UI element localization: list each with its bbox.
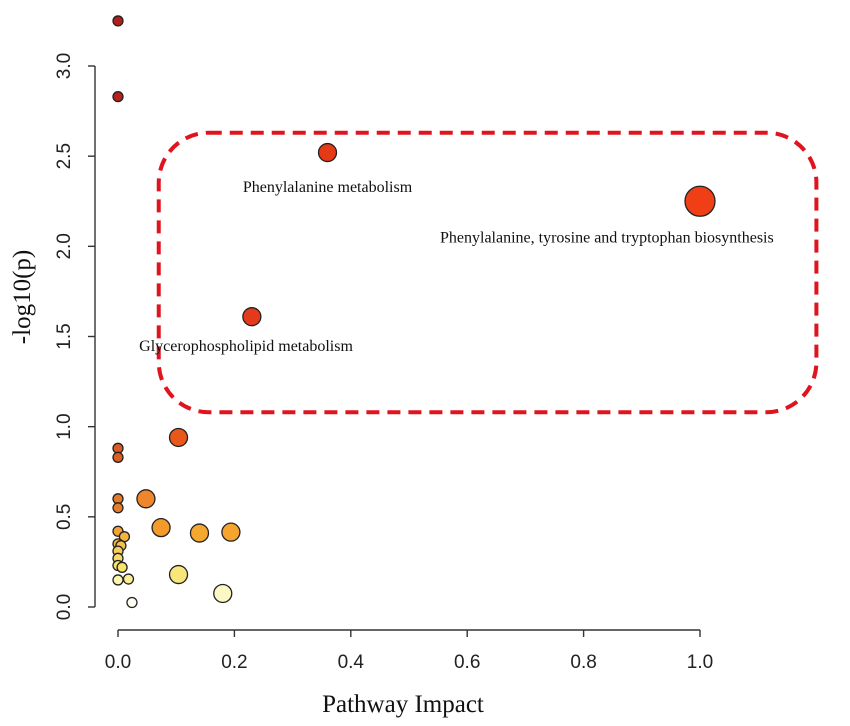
x-axis-title: Pathway Impact [322, 691, 484, 718]
pathway-annotation: Glycerophospholipid metabolism [139, 338, 353, 355]
x-tick-label: 1.0 [687, 652, 713, 673]
data-point [136, 489, 156, 509]
y-tick-label: 2.0 [54, 233, 75, 259]
data-point [122, 573, 135, 585]
data-point [317, 142, 338, 163]
data-point [112, 502, 124, 514]
y-axis-title: -log10(p) [9, 250, 36, 344]
x-tick-label: 0.4 [338, 652, 365, 673]
data-point [221, 522, 241, 542]
data-point [116, 561, 128, 573]
pathway-annotation: Phenylalanine metabolism [243, 179, 413, 196]
axes: 0.0 0.2 0.4 0.6 0.8 1.0 0.0 0.5 1.0 1.5 2.0 2.5 3.0 [54, 53, 713, 673]
data-point [151, 518, 171, 538]
data-point [112, 451, 124, 463]
highlight-dashed-box [156, 130, 819, 415]
data-point [126, 596, 138, 609]
data-point [112, 91, 124, 103]
x-ticks: 0.0 0.2 0.4 0.6 0.8 1.0 [105, 630, 713, 673]
data-point [189, 523, 210, 543]
data-point [112, 15, 124, 27]
data-point [242, 307, 262, 327]
y-tick-label: 0.5 [54, 504, 75, 530]
data-point [684, 185, 716, 217]
y-tick-label: 2.5 [54, 143, 75, 169]
data-point [213, 583, 233, 604]
y-tick-label: 0.0 [54, 594, 75, 620]
y-tick-label: 1.5 [54, 323, 75, 349]
data-points [112, 15, 716, 609]
x-tick-label: 0.2 [221, 652, 247, 673]
data-point [168, 564, 189, 585]
annotations: Phenylalanine metabolism Phenylalanine, t… [139, 179, 774, 355]
y-tick-label: 3.0 [54, 53, 75, 79]
data-point [112, 574, 124, 586]
y-tick-label: 1.0 [54, 413, 75, 439]
pathway-annotation: Phenylalanine, tyrosine and tryptophan b… [440, 230, 774, 247]
x-tick-label: 0.6 [454, 652, 480, 673]
y-ticks: 0.0 0.5 1.0 1.5 2.0 2.5 3.0 [54, 53, 95, 620]
data-point [168, 427, 189, 448]
x-tick-label: 0.0 [105, 652, 131, 673]
x-tick-label: 0.8 [570, 652, 596, 673]
